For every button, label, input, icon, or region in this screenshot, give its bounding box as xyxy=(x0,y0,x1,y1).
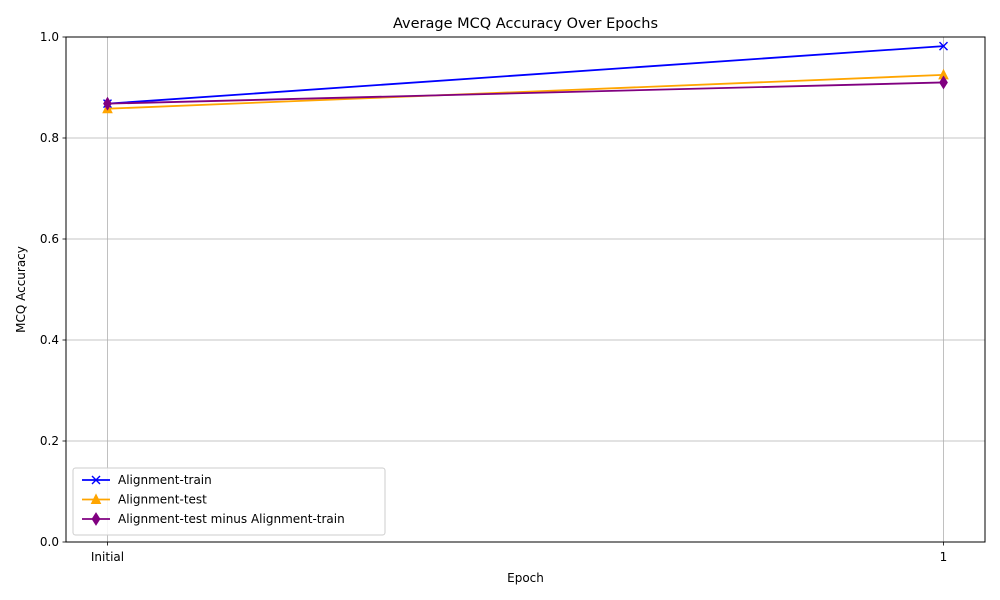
legend-item: Alignment-test minus Alignment-train xyxy=(82,512,345,526)
series-2 xyxy=(103,75,948,111)
legend-label: Alignment-train xyxy=(118,473,212,487)
grid xyxy=(66,36,985,543)
x-marker-stroke xyxy=(91,475,101,485)
legend: Alignment-train Alignment-test Alignment-t… xyxy=(72,467,386,536)
axis-ticks: 0.0 0.2 0.4 0.6 0.8 1.0 Initial 1 xyxy=(40,30,947,564)
legend-label: Alignment-test xyxy=(118,493,207,507)
y-tick-label: 0.8 xyxy=(40,131,59,145)
legend-marker xyxy=(90,493,102,504)
legend-item: Alignment-test xyxy=(82,493,207,507)
y-tick-label: 0.0 xyxy=(40,535,59,549)
data-point xyxy=(103,96,112,111)
x-axis-label: Epoch xyxy=(507,571,544,585)
series-0 xyxy=(103,41,948,109)
series-line xyxy=(107,45,944,105)
y-tick-label: 0.2 xyxy=(40,434,59,448)
series-line xyxy=(107,81,944,105)
series-layer xyxy=(102,41,949,114)
legend-item: Alignment-train xyxy=(82,473,212,487)
x-marker-stroke xyxy=(939,41,948,51)
data-point xyxy=(939,75,948,90)
series-line xyxy=(107,73,944,110)
plot-frame xyxy=(65,36,986,543)
y-tick-label: 0.4 xyxy=(40,333,59,347)
y-tick-label: 0.6 xyxy=(40,232,59,246)
data-point xyxy=(939,41,948,51)
y-axis-label: MCQ Accuracy xyxy=(14,246,28,333)
series-1 xyxy=(102,68,949,114)
legend-marker xyxy=(91,512,101,526)
x-tick-label: Initial xyxy=(91,550,124,564)
legend-box xyxy=(72,467,386,536)
legend-label: Alignment-test minus Alignment-train xyxy=(118,512,345,526)
y-tick-label: 1.0 xyxy=(40,30,59,44)
chart-title: Average MCQ Accuracy Over Epochs xyxy=(393,16,658,32)
x-tick-label: 1 xyxy=(940,550,948,564)
legend-marker xyxy=(91,475,101,485)
